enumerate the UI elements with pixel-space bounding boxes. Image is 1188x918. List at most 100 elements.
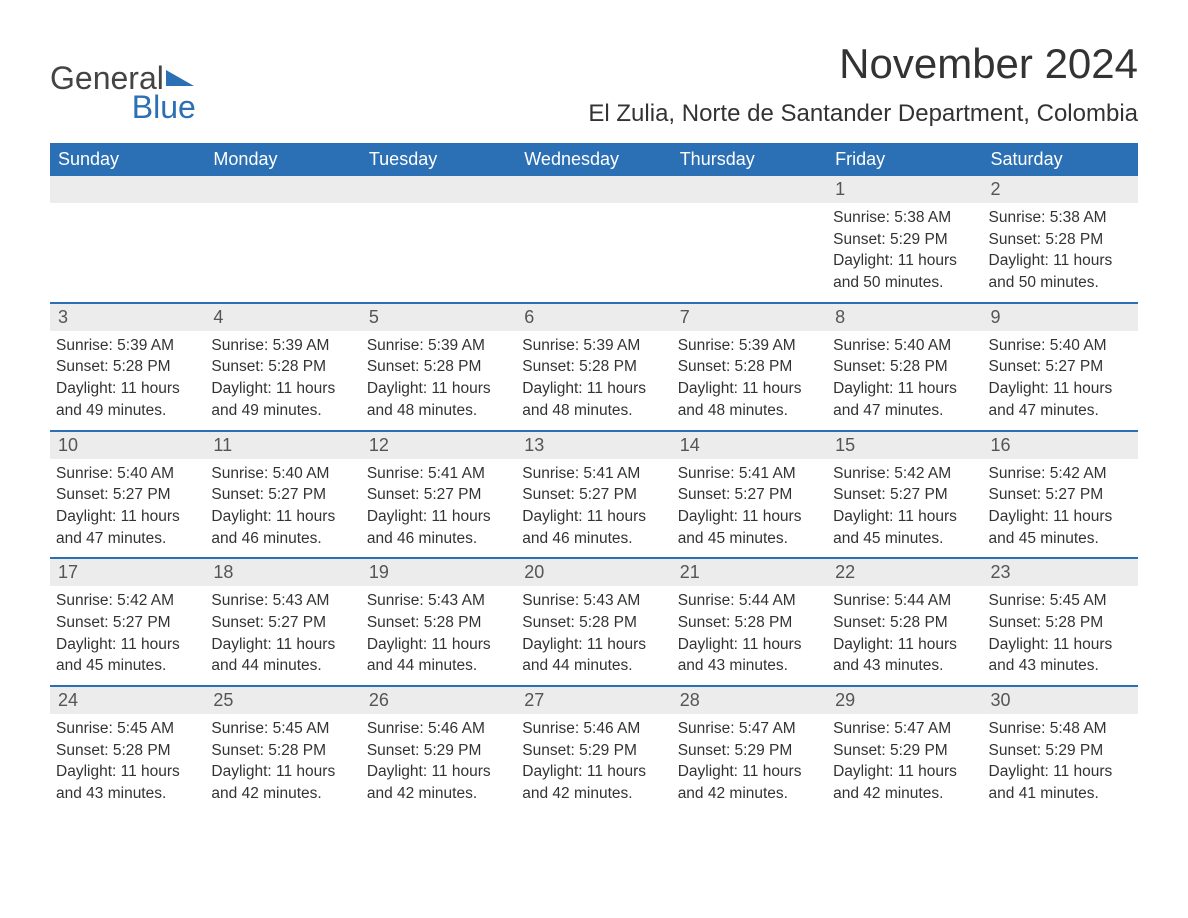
calendar-cell: 17Sunrise: 5:42 AMSunset: 5:27 PMDayligh… [50, 559, 205, 685]
day-header: Monday [205, 143, 360, 176]
day-number: 3 [50, 304, 205, 331]
calendar-cell: 28Sunrise: 5:47 AMSunset: 5:29 PMDayligh… [672, 687, 827, 813]
sunset-line: Sunset: 5:28 PM [833, 356, 976, 378]
calendar-cell: 23Sunrise: 5:45 AMSunset: 5:28 PMDayligh… [983, 559, 1138, 685]
sunset-line: Sunset: 5:28 PM [678, 356, 821, 378]
calendar-cell: 2Sunrise: 5:38 AMSunset: 5:28 PMDaylight… [983, 176, 1138, 302]
day-details: Sunrise: 5:42 AMSunset: 5:27 PMDaylight:… [983, 459, 1138, 558]
day-number: 14 [672, 432, 827, 459]
sunrise-line: Sunrise: 5:43 AM [367, 590, 510, 612]
logo-text-blue: Blue [132, 89, 196, 126]
calendar-cell: 11Sunrise: 5:40 AMSunset: 5:27 PMDayligh… [205, 432, 360, 558]
sunset-line: Sunset: 5:28 PM [833, 612, 976, 634]
day-details: Sunrise: 5:40 AMSunset: 5:27 PMDaylight:… [205, 459, 360, 558]
day-details: Sunrise: 5:45 AMSunset: 5:28 PMDaylight:… [983, 586, 1138, 685]
calendar-cell: 29Sunrise: 5:47 AMSunset: 5:29 PMDayligh… [827, 687, 982, 813]
sunrise-line: Sunrise: 5:44 AM [678, 590, 821, 612]
calendar-cell: 10Sunrise: 5:40 AMSunset: 5:27 PMDayligh… [50, 432, 205, 558]
day-number: 12 [361, 432, 516, 459]
day-number: 1 [827, 176, 982, 203]
sunset-line: Sunset: 5:28 PM [367, 612, 510, 634]
day-number [50, 176, 205, 203]
calendar-cell: 8Sunrise: 5:40 AMSunset: 5:28 PMDaylight… [827, 304, 982, 430]
calendar-cell: 21Sunrise: 5:44 AMSunset: 5:28 PMDayligh… [672, 559, 827, 685]
sunset-line: Sunset: 5:29 PM [522, 740, 665, 762]
daylight-line: Daylight: 11 hours and 48 minutes. [522, 378, 665, 421]
sunset-line: Sunset: 5:28 PM [989, 612, 1132, 634]
sunset-line: Sunset: 5:28 PM [989, 229, 1132, 251]
day-number: 7 [672, 304, 827, 331]
sunset-line: Sunset: 5:27 PM [56, 612, 199, 634]
calendar-cell [672, 176, 827, 302]
daylight-line: Daylight: 11 hours and 50 minutes. [833, 250, 976, 293]
sunrise-line: Sunrise: 5:47 AM [678, 718, 821, 740]
month-title: November 2024 [588, 40, 1138, 88]
sunset-line: Sunset: 5:27 PM [833, 484, 976, 506]
day-details: Sunrise: 5:42 AMSunset: 5:27 PMDaylight:… [827, 459, 982, 558]
daylight-line: Daylight: 11 hours and 43 minutes. [989, 634, 1132, 677]
day-header: Saturday [983, 143, 1138, 176]
sunrise-line: Sunrise: 5:40 AM [833, 335, 976, 357]
day-details: Sunrise: 5:41 AMSunset: 5:27 PMDaylight:… [361, 459, 516, 558]
sunset-line: Sunset: 5:27 PM [56, 484, 199, 506]
day-details: Sunrise: 5:43 AMSunset: 5:27 PMDaylight:… [205, 586, 360, 685]
day-number: 9 [983, 304, 1138, 331]
sunset-line: Sunset: 5:28 PM [211, 356, 354, 378]
daylight-line: Daylight: 11 hours and 46 minutes. [367, 506, 510, 549]
daylight-line: Daylight: 11 hours and 47 minutes. [56, 506, 199, 549]
sunrise-line: Sunrise: 5:39 AM [211, 335, 354, 357]
day-number: 18 [205, 559, 360, 586]
calendar-cell: 20Sunrise: 5:43 AMSunset: 5:28 PMDayligh… [516, 559, 671, 685]
daylight-line: Daylight: 11 hours and 48 minutes. [367, 378, 510, 421]
daylight-line: Daylight: 11 hours and 42 minutes. [522, 761, 665, 804]
day-details: Sunrise: 5:38 AMSunset: 5:29 PMDaylight:… [827, 203, 982, 302]
daylight-line: Daylight: 11 hours and 43 minutes. [56, 761, 199, 804]
daylight-line: Daylight: 11 hours and 50 minutes. [989, 250, 1132, 293]
sunrise-line: Sunrise: 5:45 AM [989, 590, 1132, 612]
sunrise-line: Sunrise: 5:39 AM [522, 335, 665, 357]
day-number: 25 [205, 687, 360, 714]
day-number: 27 [516, 687, 671, 714]
calendar-cell [361, 176, 516, 302]
sunset-line: Sunset: 5:29 PM [989, 740, 1132, 762]
calendar-cell: 15Sunrise: 5:42 AMSunset: 5:27 PMDayligh… [827, 432, 982, 558]
daylight-line: Daylight: 11 hours and 49 minutes. [56, 378, 199, 421]
daylight-line: Daylight: 11 hours and 45 minutes. [678, 506, 821, 549]
sunrise-line: Sunrise: 5:43 AM [522, 590, 665, 612]
daylight-line: Daylight: 11 hours and 42 minutes. [211, 761, 354, 804]
day-number: 21 [672, 559, 827, 586]
week-row: 24Sunrise: 5:45 AMSunset: 5:28 PMDayligh… [50, 685, 1138, 813]
calendar-cell: 6 Sunrise: 5:39 AMSunset: 5:28 PMDaylight… [516, 304, 671, 430]
day-details: Sunrise: 5:48 AMSunset: 5:29 PMDaylight:… [983, 714, 1138, 813]
sunset-line: Sunset: 5:29 PM [367, 740, 510, 762]
sunrise-line: Sunrise: 5:48 AM [989, 718, 1132, 740]
sunset-line: Sunset: 5:28 PM [522, 356, 665, 378]
calendar-cell: 9Sunrise: 5:40 AMSunset: 5:27 PMDaylight… [983, 304, 1138, 430]
calendar: SundayMondayTuesdayWednesdayThursdayFrid… [50, 143, 1138, 813]
day-number: 13 [516, 432, 671, 459]
sunrise-line: Sunrise: 5:46 AM [522, 718, 665, 740]
day-details: Sunrise: 5:42 AMSunset: 5:27 PMDaylight:… [50, 586, 205, 685]
calendar-cell: 3Sunrise: 5:39 AMSunset: 5:28 PMDaylight… [50, 304, 205, 430]
daylight-line: Daylight: 11 hours and 44 minutes. [211, 634, 354, 677]
sunset-line: Sunset: 5:27 PM [211, 484, 354, 506]
calendar-cell: 12Sunrise: 5:41 AMSunset: 5:27 PMDayligh… [361, 432, 516, 558]
calendar-cell: 18Sunrise: 5:43 AMSunset: 5:27 PMDayligh… [205, 559, 360, 685]
location-subtitle: El Zulia, Norte de Santander Department,… [588, 100, 1138, 128]
day-number: 24 [50, 687, 205, 714]
sunset-line: Sunset: 5:28 PM [678, 612, 821, 634]
day-number: 28 [672, 687, 827, 714]
day-number: 16 [983, 432, 1138, 459]
day-details: Sunrise: 5:44 AMSunset: 5:28 PMDaylight:… [827, 586, 982, 685]
day-number: 6 [516, 304, 671, 331]
title-block: November 2024 El Zulia, Norte de Santand… [588, 40, 1138, 128]
sunset-line: Sunset: 5:27 PM [211, 612, 354, 634]
daylight-line: Daylight: 11 hours and 49 minutes. [211, 378, 354, 421]
day-number: 20 [516, 559, 671, 586]
calendar-cell: 7Sunrise: 5:39 AMSunset: 5:28 PMDaylight… [672, 304, 827, 430]
day-number [205, 176, 360, 203]
day-details: Sunrise: 5:46 AMSunset: 5:29 PMDaylight:… [516, 714, 671, 813]
daylight-line: Daylight: 11 hours and 45 minutes. [989, 506, 1132, 549]
calendar-cell: 13Sunrise: 5:41 AMSunset: 5:27 PMDayligh… [516, 432, 671, 558]
day-number [672, 176, 827, 203]
